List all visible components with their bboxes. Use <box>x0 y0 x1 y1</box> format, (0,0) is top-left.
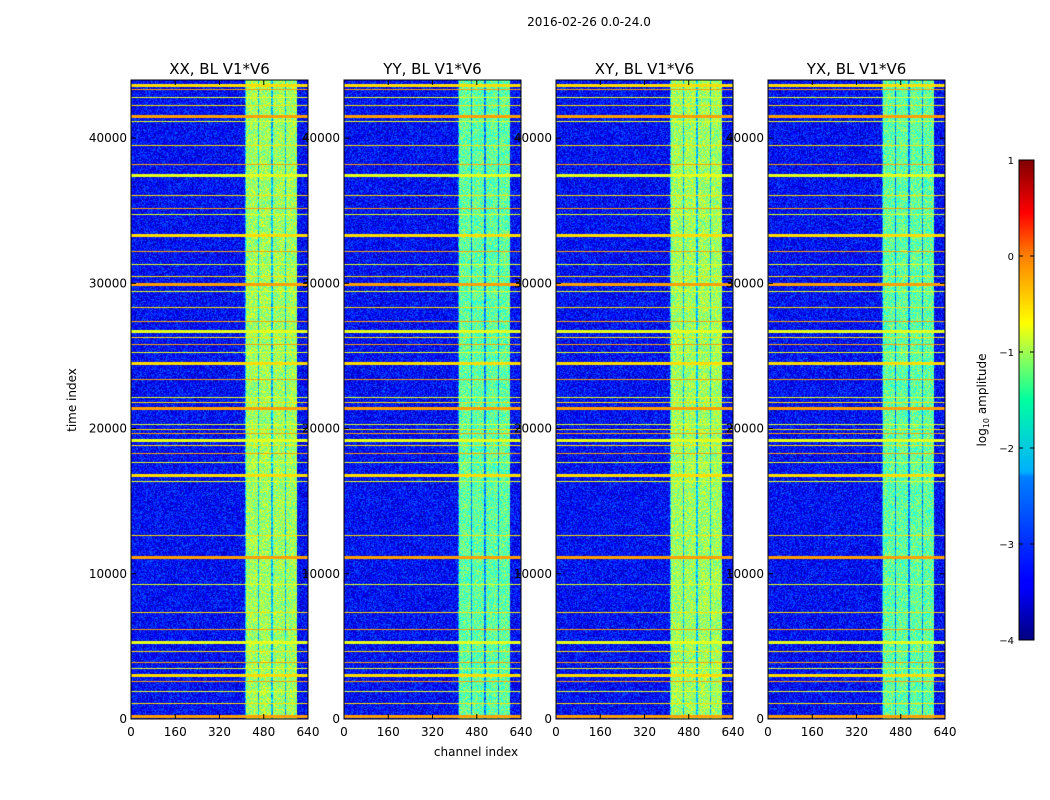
x-tick-label-1-0: 0 <box>127 725 135 739</box>
x-tick-label-2-0: 0 <box>340 725 348 739</box>
x-tick-label-4-0: 0 <box>764 725 772 739</box>
colorbar-gradient <box>1018 159 1035 641</box>
colorbar-tick-label-3: −2 <box>999 444 1014 455</box>
colorbar-label-sub: 10 <box>982 418 991 428</box>
colorbar-label-amplitude: amplitude <box>975 354 989 418</box>
x-tick-label-2-3: 480 <box>465 725 488 739</box>
x-tick-label-4-4: 640 <box>934 725 957 739</box>
y-tick-label-4-3: 30000 <box>726 276 764 290</box>
x-tick-label-2-4: 640 <box>510 725 533 739</box>
figure-title: 2016-02-26 0.0-24.0 <box>527 15 651 29</box>
x-tick-label-2-2: 320 <box>421 725 444 739</box>
y-tick-label-4-1: 10000 <box>726 567 764 581</box>
colorbar-tick-label-2: −1 <box>999 348 1014 359</box>
colorbar-ticks: 1 0 −1 −2 −3 −4 <box>999 156 1034 647</box>
y-tick-label-3-0: 0 <box>544 712 552 726</box>
x-tick-label-2-1: 160 <box>377 725 400 739</box>
colorbar-tick-label-4: −3 <box>999 540 1014 551</box>
colorbar-tick-label-1: 0 <box>1008 252 1014 263</box>
panel-title-1: XX, BL V1*V6 <box>169 60 270 78</box>
y-tick-label-4-0: 0 <box>756 712 764 726</box>
panel-3: XY, BL V1*V6 0 160 320 480 640 0 10000 20000 3000… <box>514 60 745 739</box>
x-tick-label-4-1: 160 <box>801 725 824 739</box>
panel-1: XX, BL V1*V6 0 160 320 480 640 0 10000 20000 3000… <box>89 60 320 739</box>
y-tick-label-2-2: 20000 <box>302 422 340 436</box>
heatmap-image-1 <box>131 80 308 719</box>
x-tick-label-1-4: 640 <box>297 725 320 739</box>
y-tick-label-3-1: 10000 <box>514 567 552 581</box>
colorbar-label: log10 amplitude <box>975 354 991 447</box>
y-tick-label-1-3: 30000 <box>89 276 127 290</box>
panels: XX, BL V1*V6 0 160 320 480 640 0 10000 20000 3000… <box>89 60 957 739</box>
heatmap-image-3 <box>556 80 733 719</box>
x-tick-label-3-3: 480 <box>677 725 700 739</box>
colorbar-label-log: log <box>975 428 989 446</box>
heatmap-image-2 <box>344 80 521 719</box>
x-axis-label: channel index <box>434 745 518 759</box>
y-tick-label-1-2: 20000 <box>89 422 127 436</box>
x-tick-label-3-1: 160 <box>589 725 612 739</box>
y-tick-label-2-1: 10000 <box>302 567 340 581</box>
x-tick-label-3-4: 640 <box>722 725 745 739</box>
y-tick-label-1-0: 0 <box>119 712 127 726</box>
x-tick-label-1-3: 480 <box>252 725 275 739</box>
colorbar-tick-label-5: −4 <box>999 636 1014 647</box>
x-tick-label-1-2: 320 <box>208 725 231 739</box>
colorbar-tick-label-0: 1 <box>1008 156 1014 167</box>
panel-2: YY, BL V1*V6 0 160 320 480 640 0 10000 20000 3000… <box>302 60 533 739</box>
x-tick-label-4-3: 480 <box>889 725 912 739</box>
y-tick-label-2-3: 30000 <box>302 276 340 290</box>
y-tick-label-4-4: 40000 <box>726 131 764 145</box>
y-tick-label-3-2: 20000 <box>514 422 552 436</box>
x-tick-label-1-1: 160 <box>164 725 187 739</box>
panel-4: YX, BL V1*V6 0 160 320 480 640 0 10000 20000 3000… <box>726 60 957 739</box>
y-tick-label-3-3: 30000 <box>514 276 552 290</box>
x-tick-label-4-2: 320 <box>845 725 868 739</box>
x-tick-label-3-0: 0 <box>552 725 560 739</box>
y-tick-label-2-4: 40000 <box>302 131 340 145</box>
y-tick-label-1-1: 10000 <box>89 567 127 581</box>
panel-title-4: YX, BL V1*V6 <box>806 60 907 78</box>
y-tick-label-1-4: 40000 <box>89 131 127 145</box>
y-tick-label-3-4: 40000 <box>514 131 552 145</box>
y-tick-label-2-0: 0 <box>332 712 340 726</box>
colorbar: 10−1−2−3−4 log10 amplitude <box>975 156 1035 647</box>
panel-title-3: XY, BL V1*V6 <box>595 60 695 78</box>
panel-title-2: YY, BL V1*V6 <box>382 60 481 78</box>
y-axis-label: time index <box>65 368 79 432</box>
heatmap-image-4 <box>768 80 945 719</box>
y-tick-label-4-2: 20000 <box>726 422 764 436</box>
x-tick-label-3-2: 320 <box>633 725 656 739</box>
